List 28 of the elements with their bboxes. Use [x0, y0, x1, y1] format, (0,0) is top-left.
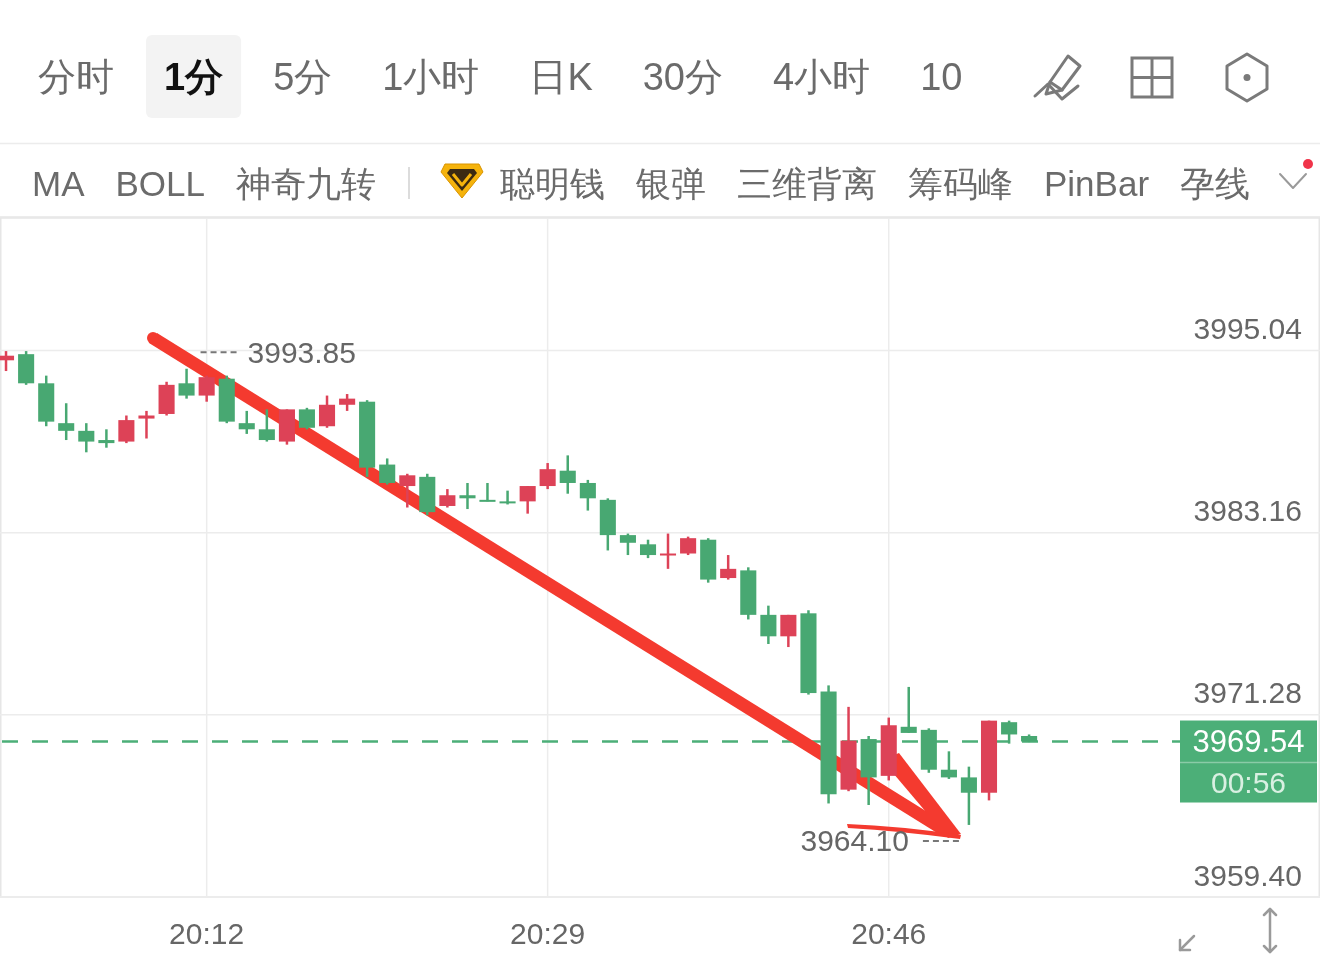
text: PinBar — [1044, 163, 1150, 203]
annotation: 3993.85 — [247, 335, 357, 369]
x-tick-label: 20:29 — [510, 916, 586, 950]
text: 三维背离 — [737, 163, 877, 203]
annotation: 00:56 — [1210, 766, 1287, 800]
y-tick-label: 3995.04 — [1193, 311, 1302, 345]
y-tick-label: 3959.40 — [1193, 858, 1302, 892]
text: 30分 — [642, 56, 724, 98]
text: 神奇九转 — [236, 163, 376, 203]
text: 银弹 — [635, 163, 706, 203]
text: 5分 — [273, 56, 333, 98]
text: 1小时 — [382, 56, 480, 98]
annotation: 3964.10 — [800, 824, 909, 858]
text: 4小时 — [773, 56, 871, 98]
x-tick-label: 20:46 — [851, 916, 927, 950]
text: 1分 — [164, 56, 224, 98]
text: 孕线 — [1180, 163, 1251, 203]
text: 10 — [920, 56, 963, 98]
text: BOLL — [115, 163, 205, 203]
x-tick-label: 20:12 — [169, 916, 245, 950]
text: MA — [32, 163, 86, 203]
text: 筹码峰 — [908, 163, 1013, 203]
ref-line-label: 3969.54 — [1192, 724, 1305, 760]
text: 日K — [529, 56, 593, 98]
text: 分时 — [38, 56, 114, 98]
text: 聪明钱 — [500, 163, 605, 203]
y-tick-label: 3983.16 — [1193, 494, 1302, 528]
y-tick-label: 3971.28 — [1193, 676, 1302, 710]
